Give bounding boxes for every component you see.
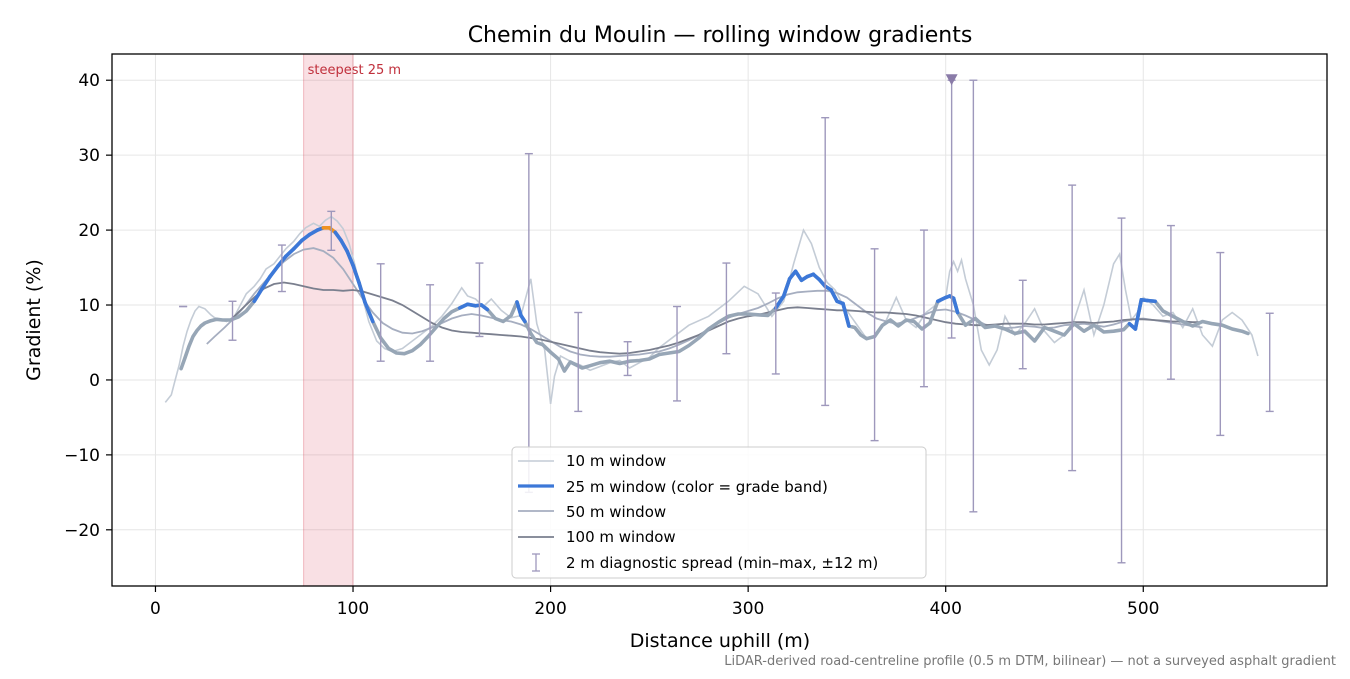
x-tick-label: 200 (534, 599, 566, 619)
series-25m-grade-segment (339, 238, 349, 253)
error-bar (969, 79, 978, 513)
series-25m-grade-segment (291, 238, 304, 251)
y-tick-label: 0 (89, 371, 100, 391)
series-25m-grade-segment (363, 300, 375, 324)
error-bars (179, 79, 1274, 564)
series-25m-grade-segment (351, 263, 361, 285)
series-25m-grade-segment (260, 274, 272, 291)
legend-box (511, 446, 927, 579)
x-tick-label: 500 (1127, 599, 1159, 619)
legend-label-errorbar: 2 m diagnostic spread (min–max, ±12 m) (566, 554, 878, 572)
legend: 10 m window 25 m window (color = grade b… (511, 446, 927, 579)
error-bar (673, 305, 682, 402)
legend-label-50m: 50 m window (566, 503, 666, 521)
error-bar (1216, 251, 1225, 437)
x-axis-label: Distance uphill (m) (630, 630, 810, 652)
x-tick-label: 0 (150, 599, 161, 619)
series-25m-grade-segment (841, 301, 851, 328)
y-tick-label: 10 (78, 296, 100, 316)
series-25m-grade-segment (951, 296, 960, 315)
error-bar (277, 244, 286, 293)
error-bar (870, 248, 879, 442)
x-tick-label: 300 (732, 599, 764, 619)
series-25m-grade-segment (252, 286, 264, 304)
series-25m-grade-segment (781, 276, 792, 298)
error-bar (574, 311, 583, 413)
legend-label-100m: 100 m window (566, 528, 676, 546)
error-bar (1117, 217, 1126, 564)
legend-label-10m: 10 m window (566, 452, 666, 470)
error-bar (1265, 312, 1274, 413)
steepest-window-label: steepest 25 m (308, 63, 401, 78)
error-bar (1068, 184, 1077, 472)
series-25m-grade-segment (829, 288, 839, 304)
y-tick-label: 40 (78, 71, 100, 91)
series-25m-grade-segment (284, 247, 296, 259)
y-tick-label: 30 (78, 146, 100, 166)
plot-frame (111, 53, 1328, 587)
error-bar (228, 300, 237, 341)
series-25m-grade-segment (519, 313, 527, 324)
series-25m-grade-segment (1145, 298, 1157, 304)
axis-ticks: 0 100 200 300 400 500 −20 −10 0 10 20 30 40 (64, 71, 1159, 619)
error-bar (623, 341, 632, 377)
error-bar (475, 262, 484, 338)
series-25m-grade-segment (774, 294, 786, 310)
series-25m-grade-segment (268, 264, 280, 279)
error-bar (376, 263, 385, 362)
x-tick-label: 100 (337, 599, 369, 619)
footnote: LiDAR-derived road-centreline profile (0… (724, 654, 1336, 669)
clip-marker-triangle (945, 74, 958, 86)
error-bar (722, 262, 731, 355)
series-25m-grade-segment (1133, 297, 1144, 331)
legend-label-25m: 25 m window (color = grade band) (566, 478, 828, 496)
error-bar (821, 116, 830, 407)
series-25m-grade-segment (479, 303, 490, 312)
series-25m-grade-segment (357, 280, 367, 304)
marker-layer (945, 74, 958, 86)
error-bar (327, 210, 336, 252)
error-bar (771, 292, 780, 375)
series-25m-grade-segment (515, 300, 523, 318)
error-bar (919, 229, 928, 388)
error-bar (426, 284, 435, 362)
chart-title: Chemin du Moulin — rolling window gradie… (468, 23, 973, 48)
y-tick-label: −10 (64, 446, 100, 466)
error-bar (1166, 224, 1175, 380)
error-bar (1018, 279, 1027, 370)
steepest-window-highlight (303, 53, 354, 587)
legend-swatch-errorbar (532, 553, 540, 572)
x-tick-label: 400 (929, 599, 961, 619)
series-100m-line (229, 281, 1203, 355)
y-tick-label: 20 (78, 221, 100, 241)
y-axis-label: Gradient (%) (23, 259, 45, 381)
y-tick-label: −20 (64, 521, 100, 541)
series-25m-grade-segment (345, 249, 355, 268)
